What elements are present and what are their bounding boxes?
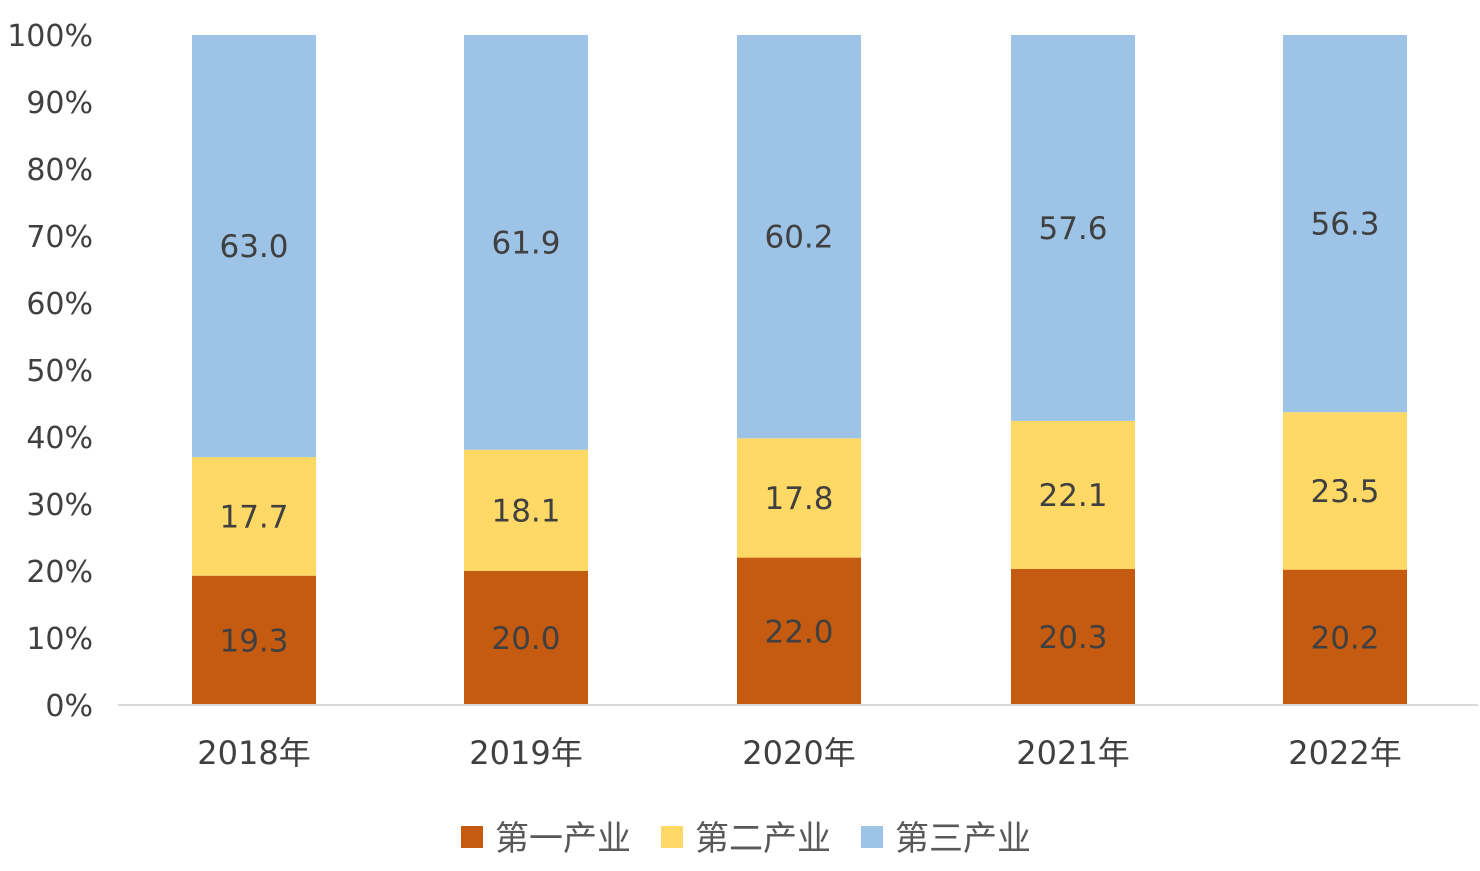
- y-tick-label: 20%: [26, 555, 93, 590]
- data-label: 20.3: [1038, 620, 1107, 656]
- legend-item: 第二产业: [661, 819, 831, 859]
- bar-segment-3-3: [737, 35, 861, 439]
- bar-segment-3-1: [192, 35, 316, 458]
- y-tick-label: 10%: [26, 622, 93, 657]
- bar-segment-1-2: [464, 571, 588, 705]
- y-axis-ticks: 0% 10% 20% 30% 40% 50% 60% 70% 80% 90% 100%: [7, 19, 93, 724]
- data-label: 20.0: [491, 621, 560, 657]
- x-category-label: 2021年: [1016, 734, 1129, 772]
- y-tick-label: 40%: [26, 421, 93, 456]
- bar-segment-3-5: [1283, 35, 1407, 413]
- x-category-label: 2019年: [469, 734, 582, 772]
- x-category-label: 2018年: [197, 734, 310, 772]
- y-tick-label: 60%: [26, 287, 93, 322]
- bar-segment-1-3: [737, 557, 861, 705]
- y-tick-label: 50%: [26, 354, 93, 389]
- bar-segment-2-2: [464, 449, 588, 571]
- bar-segment-1-1: [192, 575, 316, 705]
- data-label: 23.5: [1310, 474, 1379, 510]
- data-label: 22.1: [1038, 478, 1107, 514]
- legend-swatch: [861, 826, 883, 848]
- legend-label: 第二产业: [695, 819, 831, 859]
- legend-swatch: [661, 826, 683, 848]
- legend-item: 第三产业: [861, 819, 1031, 859]
- bar-segment-1-5: [1283, 569, 1407, 705]
- y-tick-label: 30%: [26, 488, 93, 523]
- data-label: 60.2: [764, 220, 833, 256]
- bar-segment-2-1: [192, 457, 316, 576]
- legend-item: 第一产业: [461, 819, 631, 859]
- data-label: 22.0: [764, 614, 833, 650]
- data-label: 61.9: [491, 225, 560, 261]
- x-axis-categories: 2018年 2019年 2020年 2021年 2022年: [197, 734, 1401, 772]
- bar-segment-1-4: [1011, 568, 1135, 705]
- bar-segment-3-2: [464, 35, 588, 450]
- y-tick-label: 100%: [7, 19, 93, 54]
- x-category-label: 2022年: [1288, 734, 1401, 772]
- y-tick-label: 90%: [26, 86, 93, 121]
- y-tick-label: 70%: [26, 220, 93, 255]
- data-label: 17.7: [219, 499, 288, 535]
- legend-label: 第一产业: [495, 819, 631, 859]
- data-label: 17.8: [764, 481, 833, 517]
- legend-swatch: [461, 826, 483, 848]
- bars-layer: [192, 35, 1407, 705]
- data-label: 63.0: [219, 229, 288, 265]
- bar-segment-3-4: [1011, 35, 1135, 421]
- x-category-label: 2020年: [742, 734, 855, 772]
- data-label: 57.6: [1038, 211, 1107, 247]
- data-label: 20.2: [1310, 620, 1379, 656]
- data-labels-layer: 19.3 17.7 63.0 20.0 18.1 61.9 22.0 17.8 60.2 20.3…: [219, 207, 1379, 660]
- bar-segment-2-4: [1011, 420, 1135, 569]
- data-label: 19.3: [219, 623, 288, 659]
- data-label: 18.1: [491, 493, 560, 529]
- y-tick-label: 0%: [45, 689, 93, 724]
- bar-segment-2-5: [1283, 412, 1407, 570]
- legend-label: 第三产业: [895, 819, 1031, 859]
- y-tick-label: 80%: [26, 153, 93, 188]
- legend: 第一产业 第二产业 第三产业: [461, 819, 1031, 859]
- bar-segment-2-3: [737, 438, 861, 558]
- data-label: 56.3: [1310, 207, 1379, 243]
